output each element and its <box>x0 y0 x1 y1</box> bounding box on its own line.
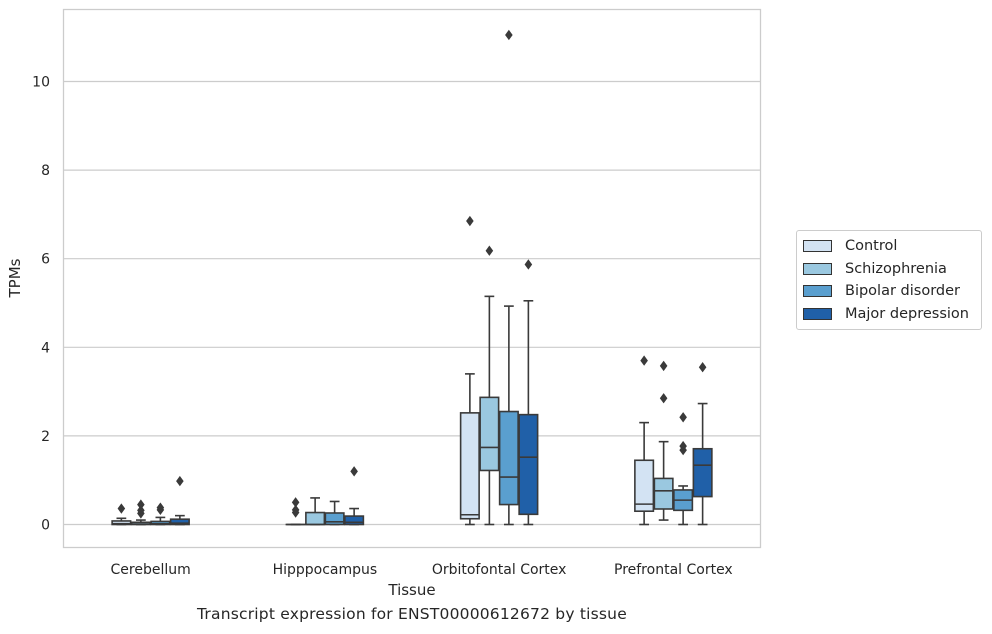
outlier-point <box>176 475 184 487</box>
box-body <box>344 515 365 526</box>
x-tick-label: Orbitofontal Cortex <box>432 562 567 578</box>
outlier-point <box>291 497 300 508</box>
y-tick-label: 10 <box>32 75 50 91</box>
y-tick-labels: 0 2 4 6 8 10 <box>32 75 50 534</box>
box-3-1 <box>344 466 365 526</box>
y-tick-label: 6 <box>41 252 50 268</box>
figure-caption: Transcript expression for ENST0000061267… <box>197 605 627 623</box>
box-body <box>479 396 500 472</box>
box-2-2 <box>498 29 519 526</box>
box-body <box>653 477 674 510</box>
x-tick-labels: Cerebellum Hipppocampus Orbitofontal Corte… <box>111 562 733 578</box>
outlier-point <box>156 502 165 513</box>
box-3-3 <box>692 362 713 526</box>
outlier-point <box>137 505 145 516</box>
y-tick-label: 2 <box>41 429 50 445</box>
outlier-point <box>659 360 668 372</box>
x-tick-label: Prefrontal Cortex <box>614 562 733 578</box>
box-1-2 <box>479 245 500 526</box>
legend: Control Schizophrenia Bipolar disorder Majo… <box>796 230 982 330</box>
outlier-point <box>679 412 687 423</box>
outlier-point <box>291 504 300 516</box>
outlier-point <box>679 440 687 452</box>
outlier-point <box>117 503 126 514</box>
outlier-point <box>485 245 494 256</box>
x-axis-label: Tissue <box>387 581 435 599</box>
legend-label: Bipolar disorder <box>845 283 960 300</box>
legend-swatch <box>803 240 832 253</box>
boxes <box>111 29 713 526</box>
box-body <box>692 447 713 498</box>
box-body <box>498 410 519 506</box>
legend-label: Major depression <box>845 305 969 322</box>
legend-swatch <box>803 262 832 275</box>
box-1-1 <box>305 497 326 526</box>
y-tick-label: 4 <box>41 340 50 356</box>
x-tick-label: Hipppocampus <box>273 562 378 578</box>
outlier-point <box>350 466 358 477</box>
box-2-3 <box>673 412 694 526</box>
box-body <box>305 511 326 526</box>
legend-swatch <box>803 285 832 298</box>
outlier-point <box>137 499 145 510</box>
legend-swatch <box>803 307 832 320</box>
plot-area <box>62 8 762 549</box>
box-0-2 <box>459 215 480 526</box>
y-tick-label: 0 <box>41 518 50 534</box>
box-body <box>459 412 480 520</box>
box-3-0 <box>169 475 190 526</box>
box-3-2 <box>518 259 539 526</box>
legend-item: Schizophrenia <box>803 258 981 281</box>
gridlines <box>63 80 761 526</box>
outlier-point <box>466 215 474 227</box>
legend-item: Control <box>803 235 981 258</box>
box-body <box>324 512 345 526</box>
legend-item: Major depression <box>803 303 981 326</box>
outlier-point <box>524 259 533 270</box>
y-tick-label: 8 <box>41 163 50 179</box>
box-0-3 <box>634 355 655 526</box>
box-2-0 <box>150 502 171 526</box>
box-2-1 <box>324 500 345 526</box>
box-body <box>518 413 539 516</box>
y-axis-label: TPMs <box>6 258 24 298</box>
box-body <box>169 518 190 526</box>
box-body <box>111 520 132 526</box>
outlier-point <box>505 29 513 41</box>
box-1-3 <box>653 360 674 521</box>
legend-item: Bipolar disorder <box>803 280 981 303</box>
outlier-point <box>659 393 668 404</box>
x-tick-label: Cerebellum <box>111 562 191 578</box>
box-1-0 <box>130 499 151 526</box>
legend-label: Control <box>845 238 898 255</box>
outlier-point <box>640 355 648 366</box>
outlier-point <box>698 362 707 373</box>
box-0-0 <box>111 503 132 526</box>
legend-label: Schizophrenia <box>845 260 947 277</box>
box-body <box>634 459 655 513</box>
box-0-1 <box>285 497 306 526</box>
